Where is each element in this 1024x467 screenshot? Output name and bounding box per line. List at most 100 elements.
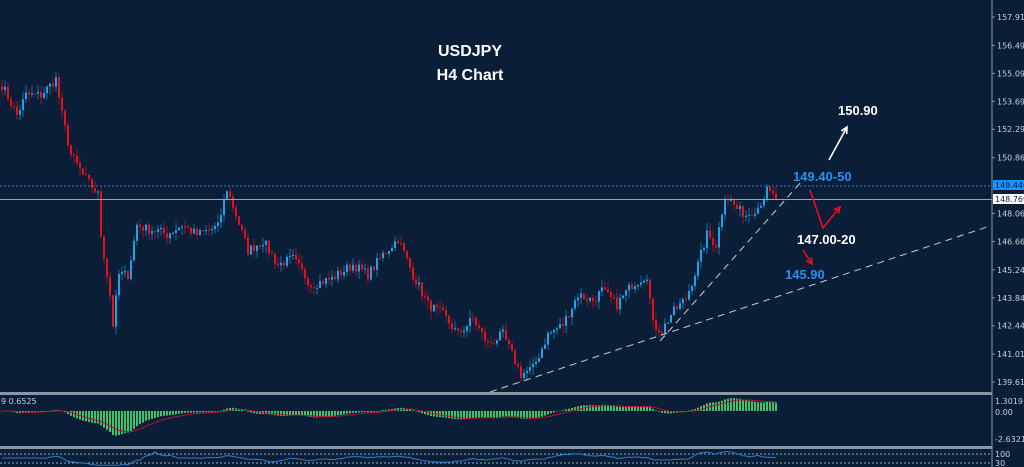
candle-body xyxy=(571,308,573,318)
candle-body xyxy=(406,251,408,259)
y-tick-label: 153.690 xyxy=(997,97,1024,106)
candle-body xyxy=(133,240,135,261)
candle-body xyxy=(55,77,57,87)
candle-body xyxy=(271,253,273,255)
macd-bar xyxy=(175,411,177,415)
macd-bar xyxy=(364,411,366,412)
macd-bar xyxy=(379,410,381,412)
candle-body xyxy=(532,363,534,368)
candle-body xyxy=(97,191,99,193)
candle-body xyxy=(112,295,114,327)
candle-body xyxy=(187,226,189,228)
candle-body xyxy=(598,291,600,302)
candle-body xyxy=(169,233,171,239)
candle-body xyxy=(736,204,738,210)
candle-body xyxy=(118,274,120,296)
candle-body xyxy=(631,284,633,290)
forecast-arrows xyxy=(802,125,848,266)
candle-body xyxy=(148,224,150,234)
macd-bar xyxy=(25,411,27,413)
candle-body xyxy=(745,215,747,218)
candle-body xyxy=(304,269,306,279)
macd-bar xyxy=(763,402,765,411)
macd-bar xyxy=(700,406,702,411)
candle-body xyxy=(760,205,762,208)
macd-bar xyxy=(490,411,492,418)
macd-bar xyxy=(598,405,600,411)
macd-bar xyxy=(562,410,564,411)
macd-bar xyxy=(532,411,534,419)
macd-bar xyxy=(124,411,126,434)
candle-body xyxy=(583,293,585,300)
candle-body xyxy=(76,155,78,164)
macd-bar xyxy=(343,411,345,415)
macd-bar xyxy=(199,411,201,413)
candle-body xyxy=(451,323,453,330)
candle-body xyxy=(145,224,147,231)
candle-body xyxy=(325,277,327,284)
candle-body xyxy=(286,256,288,266)
macd-bar xyxy=(478,411,480,418)
candle-body xyxy=(109,276,111,296)
macd-bar xyxy=(622,406,624,411)
macd-bar xyxy=(289,411,291,416)
macd-bar xyxy=(358,411,360,413)
candle-body xyxy=(412,267,414,280)
candle-body xyxy=(43,93,45,98)
candle-body xyxy=(307,278,309,286)
candle-body xyxy=(592,297,594,302)
candle-body xyxy=(295,254,297,260)
current-price-tag xyxy=(993,194,1024,204)
macd-bar xyxy=(487,411,489,418)
macd-bar xyxy=(475,411,477,418)
candle-body xyxy=(535,361,537,364)
candle-body xyxy=(484,331,486,341)
candle-body xyxy=(610,292,612,298)
macd-bar xyxy=(298,411,300,416)
candle-body xyxy=(73,154,75,156)
macd-bar xyxy=(178,411,180,414)
macd-bar xyxy=(724,399,726,411)
candle-body xyxy=(673,306,675,315)
candle-body xyxy=(382,252,384,259)
rsi-tick: 100 xyxy=(995,450,1010,459)
candle-body xyxy=(514,350,516,365)
macd-bar xyxy=(169,411,171,416)
candle-body xyxy=(103,236,105,259)
macd-bar xyxy=(556,411,558,412)
macd-bar xyxy=(205,411,207,413)
macd-bar xyxy=(574,407,576,411)
macd-bar xyxy=(361,411,363,413)
candle-body xyxy=(580,293,582,298)
macd-bar xyxy=(442,411,444,418)
macd-bar xyxy=(295,411,297,416)
candle-body xyxy=(202,229,204,232)
candle-body xyxy=(19,110,21,115)
macd-bar xyxy=(523,411,525,419)
candle-body xyxy=(433,304,435,312)
macd-bar xyxy=(640,406,642,411)
macd-bar xyxy=(514,411,516,418)
candle-body xyxy=(226,191,228,200)
macd-bar xyxy=(607,405,609,411)
y-tick-label: 152.290 xyxy=(997,125,1024,134)
macd-bar xyxy=(325,411,327,417)
macd-bar xyxy=(223,409,225,411)
macd-bar xyxy=(499,411,501,418)
macd-tick: 1.3019 xyxy=(995,397,1023,406)
candle-body xyxy=(676,306,678,309)
current-price-tag-label: 148.769 xyxy=(995,195,1024,204)
candle-body xyxy=(208,229,210,231)
macd-bar xyxy=(538,411,540,418)
candle-body xyxy=(709,230,711,238)
candle-body xyxy=(313,287,315,289)
candle-body xyxy=(283,262,285,266)
macd-bar xyxy=(388,409,390,411)
candle-body xyxy=(661,332,663,334)
up-arrow-head xyxy=(840,125,848,135)
candle-body xyxy=(403,243,405,252)
rsi-line xyxy=(2,451,777,466)
candle-body xyxy=(178,227,180,231)
candle-body xyxy=(409,258,411,268)
candle-body xyxy=(769,186,771,191)
